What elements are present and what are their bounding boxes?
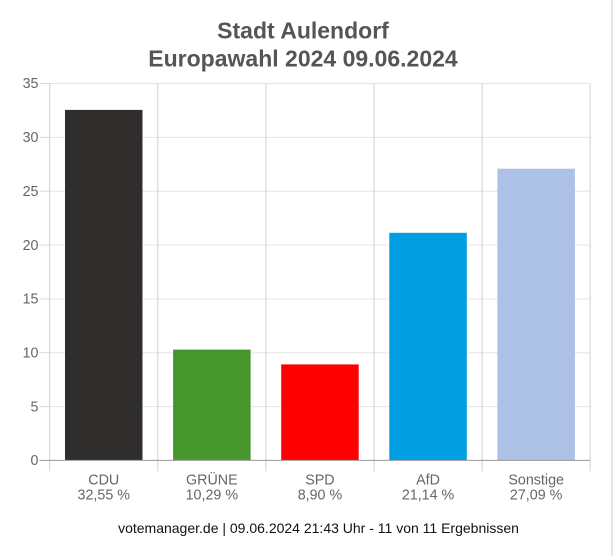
svg-text:27,09 %: 27,09 % <box>510 488 563 504</box>
svg-text:0: 0 <box>31 453 39 469</box>
svg-text:15: 15 <box>23 292 39 308</box>
svg-text:Stadt Aulendorf: Stadt Aulendorf <box>217 18 389 44</box>
svg-text:Europawahl 2024 09.06.2024: Europawahl 2024 09.06.2024 <box>148 46 458 72</box>
svg-text:21,14 %: 21,14 % <box>402 488 455 504</box>
svg-text:10: 10 <box>23 345 39 361</box>
svg-text:GRÜNE: GRÜNE <box>186 471 238 489</box>
svg-text:32,55 %: 32,55 % <box>78 488 131 504</box>
svg-text:10,29 %: 10,29 % <box>186 488 239 504</box>
svg-text:Sonstige: Sonstige <box>508 473 564 489</box>
svg-text:35: 35 <box>23 76 39 92</box>
svg-text:30: 30 <box>23 130 39 146</box>
svg-text:CDU: CDU <box>88 473 119 489</box>
svg-text:20: 20 <box>23 238 39 254</box>
svg-text:AfD: AfD <box>416 473 440 489</box>
svg-text:25: 25 <box>23 184 39 200</box>
svg-text:8,90 %: 8,90 % <box>298 488 343 504</box>
svg-text:votemanager.de | 09.06.2024 21: votemanager.de | 09.06.2024 21:43 Uhr - … <box>118 520 519 536</box>
svg-text:5: 5 <box>31 399 39 415</box>
svg-text:SPD: SPD <box>305 473 334 489</box>
